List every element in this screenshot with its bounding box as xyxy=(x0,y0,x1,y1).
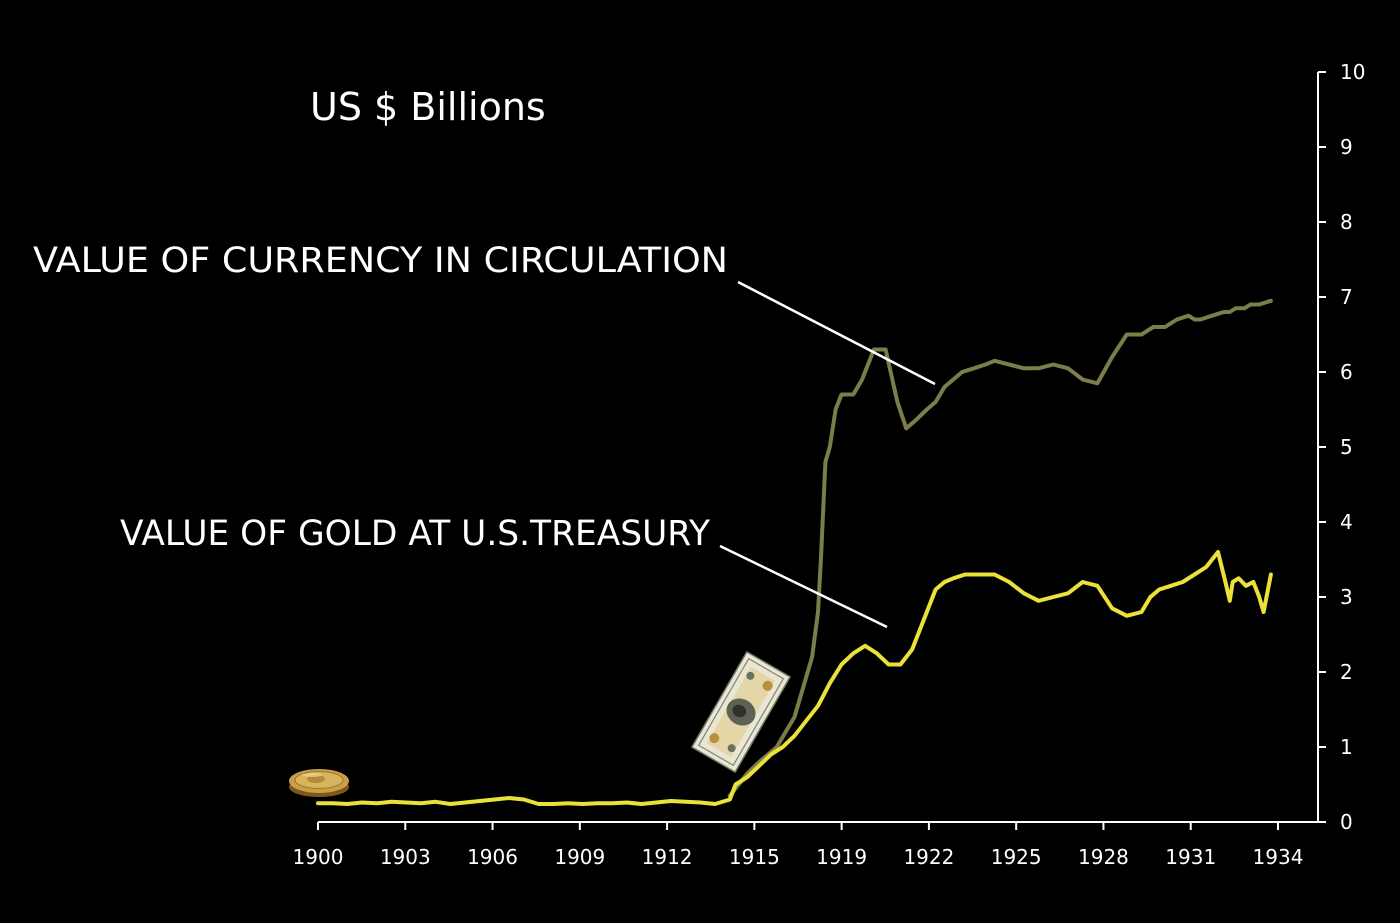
gold-coin-icon xyxy=(289,769,349,797)
annotation-gold-leader xyxy=(719,544,888,629)
x-tick-label: 1931 xyxy=(1165,845,1216,869)
annotation-gold-label: VALUE OF GOLD AT U.S.TREASURY xyxy=(120,514,711,554)
series-line-currency xyxy=(727,298,1273,798)
chart-title: US $ Billions xyxy=(310,85,546,129)
x-axis-ticks: 1900 1903 1906 1909 1912 1915 1919 1922 1925 1928… xyxy=(293,822,1304,869)
y-tick-label: 10 xyxy=(1340,60,1365,84)
gold-certificate-banknote-icon xyxy=(690,650,792,774)
y-tick-label: 1 xyxy=(1340,735,1353,759)
y-tick-label: 0 xyxy=(1340,810,1353,834)
x-tick-label: 1922 xyxy=(903,845,954,869)
x-tick-label: 1928 xyxy=(1078,845,1129,869)
annotation-currency-leader xyxy=(737,280,936,386)
y-tick-label: 3 xyxy=(1340,585,1353,609)
y-tick-label: 5 xyxy=(1340,435,1353,459)
y-tick-label: 9 xyxy=(1340,135,1353,159)
y-tick-label: 7 xyxy=(1340,285,1353,309)
x-tick-label: 1925 xyxy=(991,845,1042,869)
x-tick-label: 1909 xyxy=(554,845,605,869)
annotation-currency-label: VALUE OF CURRENCY IN CIRCULATION xyxy=(33,241,728,281)
x-tick-label: 1919 xyxy=(816,845,867,869)
series-line-gold xyxy=(316,550,1273,806)
x-tick-label: 1915 xyxy=(729,845,780,869)
x-tick-label: 1906 xyxy=(467,845,518,869)
y-tick-label: 6 xyxy=(1340,360,1353,384)
y-tick-label: 2 xyxy=(1340,660,1353,684)
y-axis-ticks: 0 1 2 3 4 5 6 7 8 9 10 xyxy=(1318,60,1365,834)
x-tick-label: 1900 xyxy=(293,845,344,869)
y-tick-label: 8 xyxy=(1340,210,1353,234)
y-tick-label: 4 xyxy=(1340,510,1353,534)
x-tick-label: 1934 xyxy=(1253,845,1304,869)
x-tick-label: 1912 xyxy=(642,845,693,869)
series-layer xyxy=(316,298,1273,806)
x-tick-label: 1903 xyxy=(380,845,431,869)
